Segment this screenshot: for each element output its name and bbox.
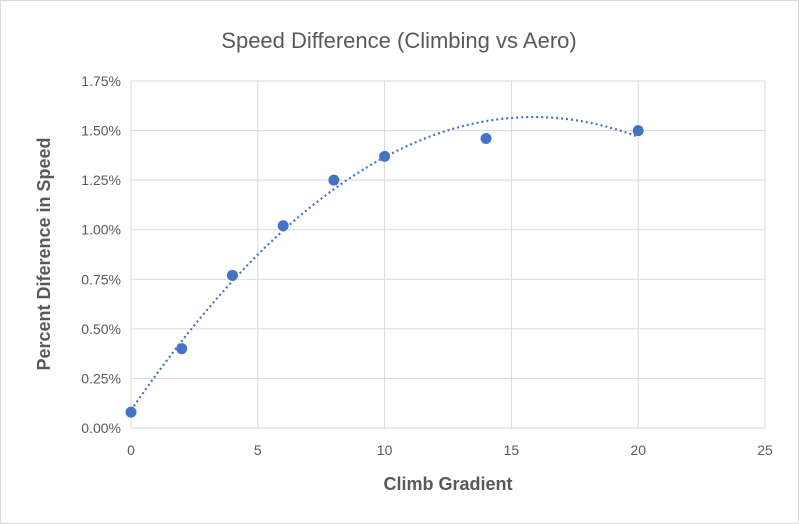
- data-point: [226, 269, 238, 281]
- data-point: [125, 406, 137, 418]
- y-tick-label: 0.00%: [81, 420, 121, 436]
- y-tick-label: 0.50%: [81, 321, 121, 337]
- y-tick-label: 1.00%: [81, 222, 121, 238]
- y-tick-labels: 0.00% 0.25% 0.50% 0.75% 1.00% 1.25% 1.50% 1.75%: [81, 73, 121, 436]
- x-tick-label: 5: [254, 442, 262, 458]
- y-tick-label: 1.50%: [81, 123, 121, 139]
- data-point: [379, 150, 391, 162]
- x-tick-label: 10: [377, 442, 393, 458]
- data-point: [176, 343, 188, 355]
- chart-title: Speed Difference (Climbing vs Aero): [221, 28, 576, 53]
- y-tick-label: 0.25%: [81, 370, 121, 386]
- data-point: [277, 220, 289, 232]
- y-tick-label: 1.25%: [81, 172, 121, 188]
- data-point: [480, 133, 492, 145]
- data-point: [632, 125, 644, 137]
- y-axis-label: Percent Diference in Speed: [34, 137, 54, 370]
- x-tick-label: 0: [127, 442, 135, 458]
- data-point: [328, 174, 340, 186]
- x-tick-label: 25: [757, 442, 773, 458]
- x-tick-label: 20: [630, 442, 646, 458]
- y-tick-label: 1.75%: [81, 73, 121, 89]
- x-axis-label: Climb Gradient: [383, 474, 512, 494]
- x-tick-labels: 0 5 10 15 20 25: [127, 442, 773, 458]
- x-tick-label: 15: [504, 442, 520, 458]
- data-points: [125, 125, 644, 418]
- grid-lines: [130, 80, 766, 429]
- y-tick-label: 0.75%: [81, 271, 121, 287]
